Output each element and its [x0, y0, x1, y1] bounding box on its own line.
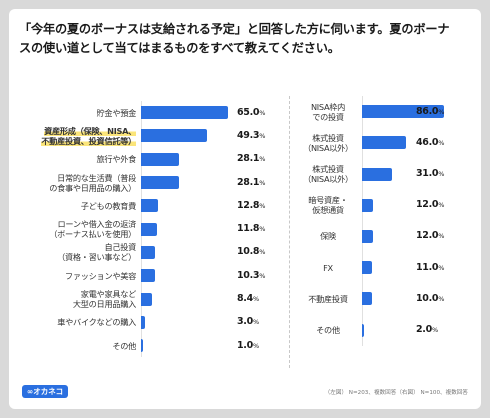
chart-0-bar — [141, 315, 145, 329]
chart-0-category-text: ファッションや美容 — [65, 270, 136, 281]
chart-0-category-text: （ボーナス払いを使用） — [49, 229, 136, 240]
chart-1-category-text: その他 — [316, 325, 340, 335]
chart-1-value-label: 11.0% — [416, 261, 445, 273]
chart-0-bar — [141, 245, 156, 259]
chart-1-category-text: 暗号資産・ — [308, 195, 348, 206]
chart-0-category-label: ファッションや美容 — [30, 271, 136, 281]
chart-0-bar — [141, 199, 159, 213]
chart-0-value-label: 12.8% — [237, 199, 266, 211]
chart-0-category-text: 不動産投資、投資信託等） — [41, 135, 136, 146]
chart-0-category-text: 子どもの教育費 — [80, 200, 137, 211]
chart-card — [9, 9, 481, 409]
chart-0-value-label: 28.1% — [237, 153, 266, 165]
chart-1-value-label: 10.0% — [416, 292, 445, 304]
chart-0-category-label: 貯金や預金 — [30, 107, 137, 118]
chart-1-bar — [362, 136, 406, 150]
chart-1-category-text: での投資 — [312, 111, 344, 122]
panel-divider — [289, 96, 290, 368]
chart-0-value-label: 1.0% — [237, 339, 259, 351]
chart-1-value-label: 46.0% — [416, 136, 445, 148]
chart-0-category-text: ローンや借入金の返済 — [57, 219, 137, 230]
chart-0-bar — [141, 129, 207, 143]
chart-0-bar — [141, 106, 228, 120]
chart-0-value-label: 3.0% — [237, 316, 259, 328]
chart-1-category-text: 不動産投資 — [308, 293, 348, 304]
chart-0-category-label: 資産形成（保険、NISA、 不動産投資、投資信託等） — [30, 125, 136, 146]
chart-0-category-text: 自己投資 — [104, 242, 136, 253]
chart-0-value-label: 11.8% — [237, 223, 266, 235]
chart-1-bar — [362, 198, 374, 212]
chart-0-category-text: 日常的な生活費（普段 — [57, 172, 136, 183]
okaneko-logo: ∞オカネコ — [22, 385, 69, 398]
footnote: （左図） N=203、複数回答（右図） N=100、複数回答 — [324, 390, 468, 396]
chart-1-value-label: 86.0% — [416, 105, 445, 117]
chart-0-bar — [141, 152, 179, 166]
chart-1-category-text: 株式投資 — [312, 132, 344, 143]
chart-1-value-label: 12.0% — [416, 199, 445, 211]
chart-0-category-text: 車やバイクなどの購入 — [57, 317, 136, 328]
chart-1-category-label: FX — [297, 263, 359, 273]
chart-1-category-text: 仮想通貨 — [312, 205, 344, 216]
chart-1-bar — [362, 167, 392, 181]
chart-1-category-label: その他 — [297, 325, 359, 335]
chart-0-category-text: 旅行や外食 — [96, 154, 137, 165]
chart-1-bar — [362, 323, 364, 337]
chart-0-bar — [141, 339, 143, 353]
chart-1-category-label: 保険 — [297, 231, 359, 241]
chart-0-value-label: 8.4% — [237, 293, 259, 305]
chart-0-value-label: 65.0% — [237, 106, 266, 118]
chart-0-category-text: 貯金や預金 — [96, 107, 137, 118]
chart-0-category-label: 車やバイクなどの購入 — [30, 317, 136, 327]
chart-0-category-label: 家電や家具など 大型の日用品購入 — [30, 289, 136, 309]
chart-1-bar — [362, 105, 444, 119]
chart-0-value-label: 49.3% — [237, 129, 266, 141]
chart-0-category-label: その他 — [30, 341, 136, 351]
chart-1-axis — [362, 96, 363, 346]
chart-1-bar — [362, 261, 373, 275]
chart-1-value-label: 2.0% — [416, 324, 438, 335]
chart-0-category-label: 旅行や外食 — [30, 154, 137, 165]
chart-0-category-text: （資格・習い事など） — [57, 252, 136, 263]
chart-0-category-text: の食事や日用品の購入） — [49, 182, 136, 193]
chart-0-bar — [141, 222, 157, 236]
chart-1-category-text: NISA枠内 — [310, 101, 346, 112]
chart-1-category-text: （NISA以外） — [303, 142, 353, 153]
chart-1-bar — [362, 229, 374, 243]
chart-1-category-label: NISA枠内 での投資 — [297, 102, 359, 122]
chart-1-category-label: 株式投資 （NISA以外） — [297, 164, 359, 184]
chart-0-category-text: その他 — [112, 340, 136, 351]
chart-0-category-label: 日常的な生活費（普段 の食事や日用品の購入） — [30, 173, 136, 193]
chart-0-value-label: 10.8% — [237, 246, 266, 258]
chart-1-category-label: 暗号資産・ 仮想通貨 — [297, 195, 359, 215]
chart-0-category-label: ローンや借入金の返済 （ボーナス払いを使用） — [30, 219, 136, 239]
chart-0-bar — [141, 176, 179, 190]
chart-0-category-label: 子どもの教育費 — [30, 200, 137, 211]
chart-1-value-label: 31.0% — [416, 168, 445, 179]
chart-0-category-label: 自己投資 （資格・習い事など） — [30, 242, 136, 262]
chart-1-category-text: 保険 — [320, 231, 336, 242]
chart-0-bar — [141, 269, 155, 283]
chart-0-bar — [141, 292, 153, 306]
chart-title: 「今年の夏のボーナスは支給される予定」と回答した方に伺います。夏のボーナスの使い… — [19, 22, 450, 55]
chart-0-category-text: 大型の日用品購入 — [72, 299, 136, 310]
chart-0-value-label: 10.3% — [237, 269, 266, 281]
chart-1-value-label: 12.0% — [416, 230, 445, 242]
chart-1-bar — [362, 292, 372, 306]
chart-0-category-text: 資産形成（保険、NISA、 — [44, 125, 136, 136]
chart-1-category-text: （NISA以外） — [303, 174, 353, 184]
chart-0-category-text: 家電や家具など — [80, 289, 137, 300]
chart-1-category-text: 株式投資 — [312, 164, 344, 174]
chart-1-category-text: FX — [323, 262, 333, 273]
chart-0-value-label: 28.1% — [237, 176, 266, 188]
chart-1-category-label: 不動産投資 — [297, 294, 359, 304]
chart-1-category-label: 株式投資 （NISA以外） — [297, 133, 359, 153]
